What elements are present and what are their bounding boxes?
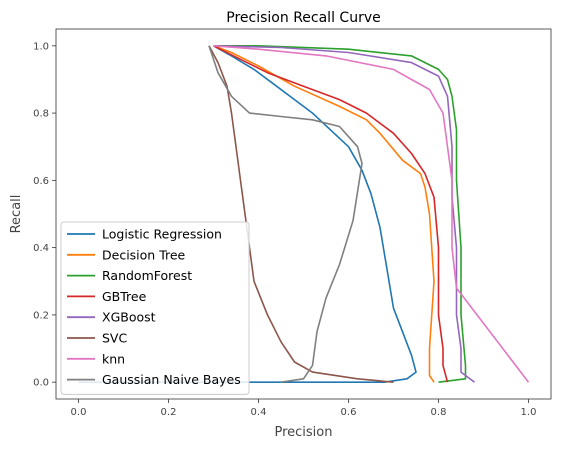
y-tick-label: 0.2 bbox=[33, 310, 49, 321]
legend-box bbox=[60, 221, 250, 395]
legend-label: knn bbox=[102, 351, 125, 366]
y-tick-label: 0.8 bbox=[33, 109, 49, 120]
x-axis-label: Precision bbox=[274, 425, 332, 440]
x-tick-label: 0.4 bbox=[251, 407, 267, 418]
x-tick-label: 0.8 bbox=[431, 407, 447, 418]
plot-frame bbox=[55, 28, 552, 400]
y-axis-ticks: 0.0 0.2 0.4 0.6 0.8 1.0 bbox=[33, 41, 56, 389]
legend-label: GBTree bbox=[102, 289, 147, 304]
legend-label: Decision Tree bbox=[102, 247, 186, 262]
legend-label: XGBoost bbox=[102, 310, 156, 325]
x-tick-label: 0.6 bbox=[341, 407, 357, 418]
legend-label: SVC bbox=[102, 331, 127, 346]
series-line-logistic-regression bbox=[78, 45, 417, 384]
y-tick-label: 0.0 bbox=[33, 378, 49, 389]
series-line-gaussian-naive-bayes bbox=[208, 45, 363, 383]
x-tick-label: 1.0 bbox=[521, 407, 537, 418]
x-axis-ticks: 0.0 0.2 0.4 0.6 0.8 1.0 bbox=[71, 399, 537, 418]
legend-label: Gaussian Naive Bayes bbox=[102, 372, 241, 387]
y-axis-label: Recall bbox=[9, 195, 24, 234]
legend-label: RandomForest bbox=[102, 268, 192, 283]
series-line-gbtree bbox=[213, 45, 449, 383]
y-tick-label: 0.4 bbox=[33, 243, 49, 254]
series-line-knn bbox=[213, 45, 530, 383]
legend: Logistic Regression Decision Tree RandomFo… bbox=[60, 221, 250, 395]
y-tick-label: 1.0 bbox=[33, 41, 49, 52]
series-line-xgboost bbox=[213, 45, 475, 383]
chart-title: Precision Recall Curve bbox=[226, 10, 380, 26]
y-tick-label: 0.6 bbox=[33, 176, 49, 187]
series-line-randomforest bbox=[213, 44, 467, 383]
series-line-decision-tree bbox=[213, 45, 435, 383]
legend-label: Logistic Regression bbox=[102, 227, 222, 242]
x-tick-label: 0.2 bbox=[161, 407, 177, 418]
x-tick-label: 0.0 bbox=[71, 407, 87, 418]
